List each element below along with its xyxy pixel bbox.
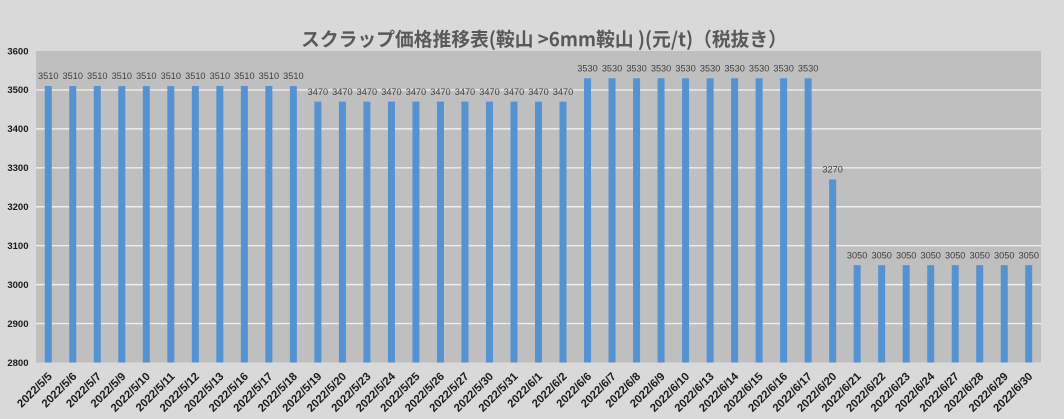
svg-text:3510: 3510 — [259, 71, 279, 81]
svg-text:3200: 3200 — [7, 202, 28, 213]
svg-text:3400: 3400 — [7, 124, 28, 135]
svg-text:3510: 3510 — [87, 71, 107, 81]
svg-text:3470: 3470 — [553, 87, 573, 97]
svg-text:3510: 3510 — [38, 71, 58, 81]
svg-text:3050: 3050 — [896, 250, 916, 260]
svg-text:3470: 3470 — [528, 87, 548, 97]
svg-text:3050: 3050 — [969, 250, 989, 260]
svg-text:3510: 3510 — [161, 71, 181, 81]
svg-text:3530: 3530 — [749, 63, 769, 73]
svg-text:3530: 3530 — [798, 63, 818, 73]
svg-text:3050: 3050 — [1019, 250, 1039, 260]
svg-text:3530: 3530 — [626, 63, 646, 73]
svg-text:3050: 3050 — [920, 250, 940, 260]
svg-text:3500: 3500 — [7, 85, 28, 96]
svg-text:3530: 3530 — [602, 63, 622, 73]
svg-text:3510: 3510 — [112, 71, 132, 81]
svg-text:3470: 3470 — [504, 87, 524, 97]
svg-text:3470: 3470 — [406, 87, 426, 97]
svg-text:3510: 3510 — [63, 71, 83, 81]
svg-text:3470: 3470 — [455, 87, 475, 97]
svg-text:3530: 3530 — [577, 63, 597, 73]
svg-text:3100: 3100 — [7, 241, 28, 252]
svg-text:3510: 3510 — [210, 71, 230, 81]
svg-text:3300: 3300 — [7, 163, 28, 174]
svg-text:3470: 3470 — [381, 87, 401, 97]
svg-text:3470: 3470 — [430, 87, 450, 97]
svg-text:3600: 3600 — [7, 46, 28, 57]
svg-text:3050: 3050 — [871, 250, 891, 260]
svg-text:3470: 3470 — [479, 87, 499, 97]
svg-text:3510: 3510 — [283, 71, 303, 81]
svg-text:3470: 3470 — [308, 87, 328, 97]
svg-text:3530: 3530 — [700, 63, 720, 73]
svg-text:3530: 3530 — [675, 63, 695, 73]
svg-text:2800: 2800 — [7, 358, 28, 369]
svg-text:3530: 3530 — [773, 63, 793, 73]
svg-text:3050: 3050 — [945, 250, 965, 260]
svg-text:2900: 2900 — [7, 319, 28, 330]
svg-text:3050: 3050 — [847, 250, 867, 260]
svg-text:3510: 3510 — [185, 71, 205, 81]
svg-text:3510: 3510 — [234, 71, 254, 81]
svg-text:3510: 3510 — [136, 71, 156, 81]
svg-text:3470: 3470 — [357, 87, 377, 97]
svg-text:3530: 3530 — [724, 63, 744, 73]
svg-text:3050: 3050 — [994, 250, 1014, 260]
svg-text:3470: 3470 — [332, 87, 352, 97]
svg-text:3270: 3270 — [822, 165, 842, 175]
svg-text:3530: 3530 — [651, 63, 671, 73]
svg-text:3000: 3000 — [7, 280, 28, 291]
